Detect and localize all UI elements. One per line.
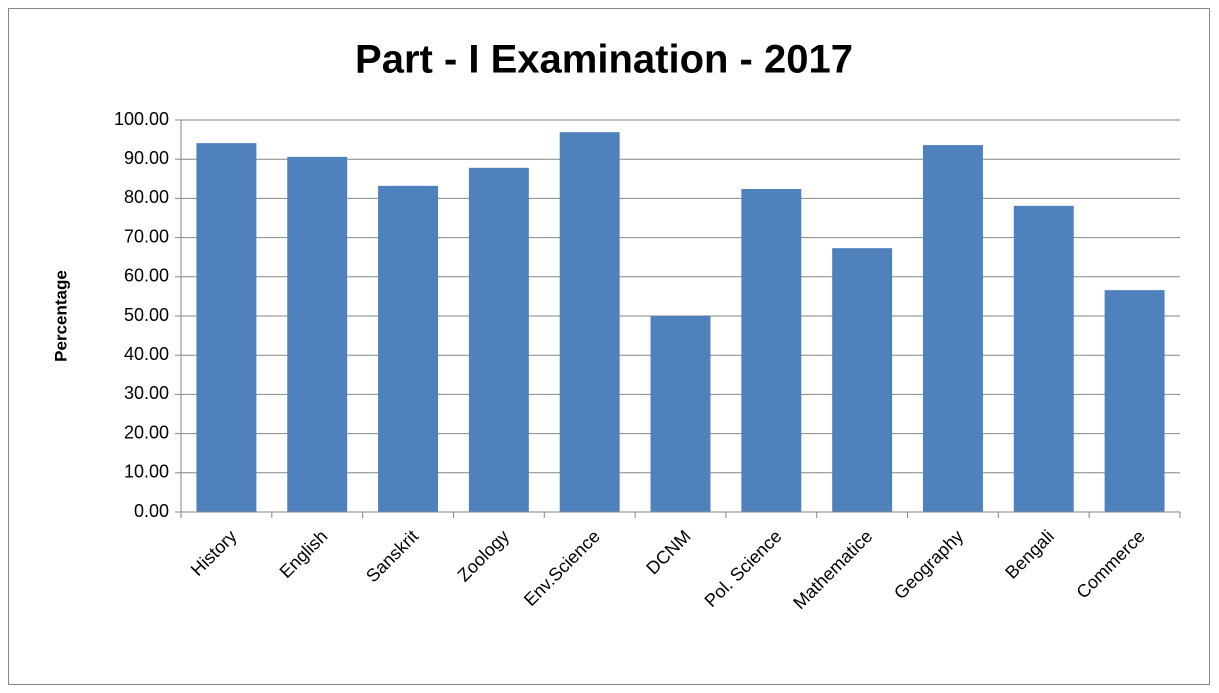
bar	[287, 156, 348, 512]
bar	[832, 248, 893, 512]
bar	[1104, 290, 1165, 512]
bar	[378, 185, 439, 512]
bar	[1013, 205, 1074, 512]
y-tick-label: 60.00	[124, 266, 169, 286]
chart-title: Part - I Examination - 2017	[355, 38, 853, 82]
y-tick-label: 0.00	[134, 501, 169, 521]
y-tick-label: 50.00	[124, 305, 169, 325]
bar	[196, 143, 257, 513]
bar	[559, 132, 620, 513]
y-tick-label: 70.00	[124, 226, 169, 246]
y-tick-label: 90.00	[124, 148, 169, 168]
bar	[468, 167, 529, 512]
y-tick-label: 30.00	[124, 383, 169, 403]
bar	[922, 145, 983, 512]
bar	[741, 188, 802, 512]
bar	[650, 316, 711, 512]
y-tick-label: 100.00	[114, 109, 169, 129]
y-axis-label: Percentage	[51, 270, 70, 362]
y-tick-label: 40.00	[124, 344, 169, 364]
y-tick-label: 10.00	[124, 462, 169, 482]
y-tick-label: 20.00	[124, 422, 169, 442]
y-tick-label: 80.00	[124, 187, 169, 207]
